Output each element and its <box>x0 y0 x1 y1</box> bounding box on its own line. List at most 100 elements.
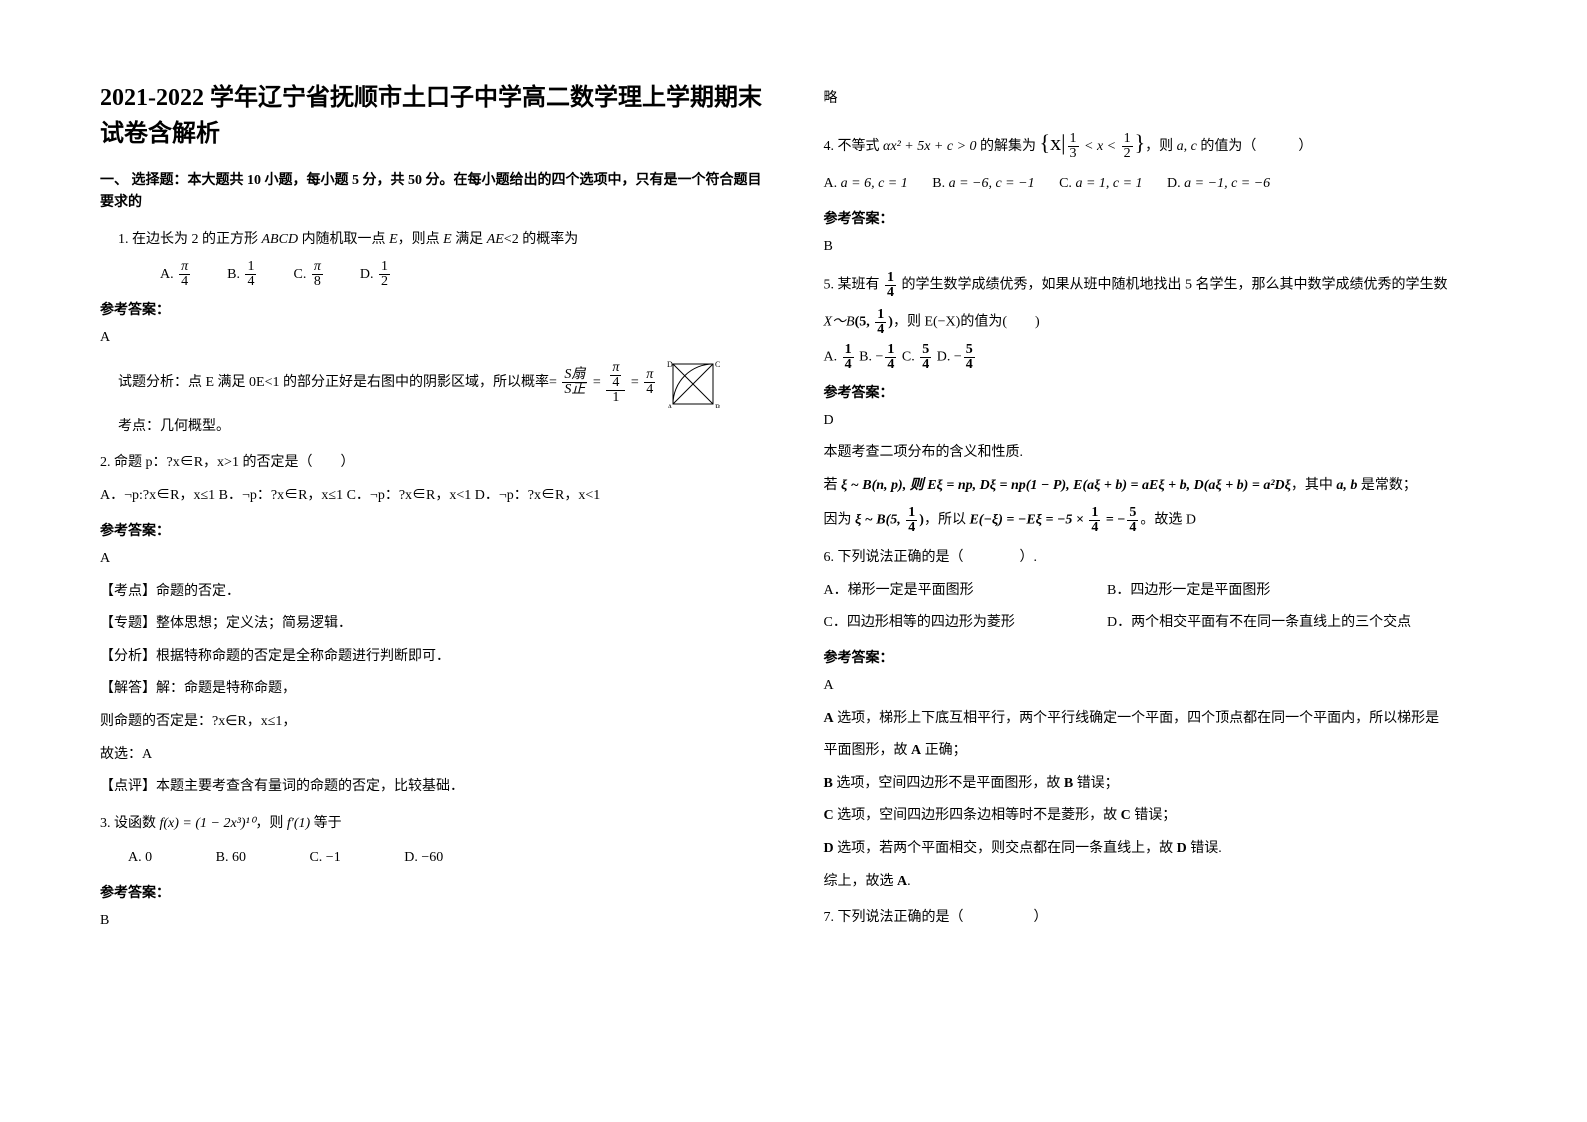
q1-optC-n: π <box>312 260 323 275</box>
q1-optA: A. π4 <box>160 267 196 282</box>
q4-optA: A. a = 6, c = 1 <box>824 176 908 191</box>
q5-l3f1: 14 <box>906 506 917 535</box>
q4-sf1n: 1 <box>1068 132 1079 147</box>
q4-sf2n: 1 <box>1122 132 1133 147</box>
q1-optB: B. 14 <box>227 267 262 282</box>
q5-ocf: 54 <box>920 343 931 372</box>
q1-an-f1: S扇S正 <box>562 368 587 397</box>
q5-t1: 5. 某班有 <box>824 278 884 293</box>
q1-e2: E <box>443 232 452 247</box>
q1-an-f3d: 4 <box>644 383 655 397</box>
page-container: 2021-2022 学年辽宁省抚顺市土口子中学高二数学理上学期期末试卷含解析 一… <box>0 0 1587 980</box>
q5-l3b: ξ ~ B(5, <box>855 512 904 527</box>
svg-text:D: D <box>667 360 673 369</box>
q6-stem: 6. 下列说法正确的是（ ）. <box>824 545 1488 570</box>
svg-text:B: B <box>715 403 720 408</box>
q6-l4b: 选项，空间四边形四条边相等时不是菱形，故 <box>834 808 1121 823</box>
q5-l2: 若 ξ ~ B(n, p), 则 Eξ = np, Dξ = np(1 − P)… <box>824 473 1488 500</box>
q1-an-f2nd: 4 <box>610 376 621 390</box>
q6-optrow2: C．四边形相等的四边形为菱形 D．两个相交平面有不在同一条直线上的三个交点 <box>824 610 1488 637</box>
q2-l4: 【解答】解：命题是特称命题， <box>100 676 764 703</box>
q6-l6a: 综上，故选 <box>824 874 898 889</box>
q4-ac: a, c <box>1177 139 1197 154</box>
q6-oa: A．梯形一定是平面图形 <box>824 578 1104 605</box>
q6-l5: D 选项，若两个平面相交，则交点都在同一条直线上，故 D 错误. <box>824 836 1488 863</box>
q1-an-f2: π4 1 <box>606 361 625 405</box>
section-1-header: 一、 选择题：本大题共 10 小题，每小题 5 分，共 50 分。在每小题给出的… <box>100 170 764 215</box>
q6-oc: C．四边形相等的四边形为菱形 <box>824 610 1104 637</box>
q1-an-f3: π4 <box>644 368 655 397</box>
q4-sf2d: 2 <box>1122 147 1133 161</box>
q4-optB: B. a = −6, c = −1 <box>932 176 1034 191</box>
q4-oa: a = 6, c = 1 <box>841 176 908 191</box>
q1-optC: C. π8 <box>293 267 328 282</box>
q6-l1b: 选项，梯形上下底互相平行，两个平行线确定一个平面，四个顶点都在同一个平面内，所以… <box>834 711 1440 726</box>
q5-l3d: ，所以 <box>924 512 970 527</box>
q5-l3e: E(−ξ) = −Eξ = −5 × <box>969 512 1087 527</box>
q4-t2: 的解集为 <box>977 139 1040 154</box>
q4-t1: 4. 不等式 <box>824 139 884 154</box>
q1-a1: 试题分析：点 E 满足 0E<1 的部分正好是右图中的阴影区域，所以概率= <box>118 375 557 390</box>
q5-l3f1n: 1 <box>906 506 917 521</box>
q3-optD: D. −60 <box>404 844 443 872</box>
q1-optD: D. 12 <box>360 267 392 282</box>
q4-sf1: 13 <box>1068 132 1079 161</box>
q5-l3f: = − <box>1102 512 1125 527</box>
q4-oc: a = 1, c = 1 <box>1075 176 1142 191</box>
q4-setr: } <box>1135 130 1146 155</box>
q1-answer-label: 参考答案： <box>100 299 764 319</box>
q5-ocn: 5 <box>920 343 931 358</box>
q1-options: A. π4 B. 14 C. π8 D. 12 <box>160 260 764 289</box>
q1-optB-frac: 14 <box>245 260 256 289</box>
q1-an-f1d: S正 <box>562 383 587 397</box>
q5-l1: 本题考查二项分布的含义和性质. <box>824 440 1488 467</box>
q1-t5: <2 的概率为 <box>504 232 578 247</box>
q6-l3: B 选项，空间四边形不是平面图形，故 B 错误； <box>824 771 1488 798</box>
q4-answer: B <box>824 234 1488 261</box>
q5-l3g: 。故选 D <box>1140 512 1196 527</box>
q6-l6: 综上，故选 A. <box>824 869 1488 896</box>
q6-l3b: 选项，空间四边形不是平面图形，故 <box>833 776 1064 791</box>
q5-l3f1d: 4 <box>906 521 917 535</box>
q1-abcd: ABCD <box>262 232 299 247</box>
q3-f1: f′(1) <box>287 816 310 831</box>
q5-l2d: a, b <box>1336 478 1357 493</box>
q4-setl: {x| <box>1040 130 1066 155</box>
q1-optD-frac: 12 <box>379 260 390 289</box>
q1-analysis-row: 试题分析：点 E 满足 0E<1 的部分正好是右图中的阴影区域，所以概率= S扇… <box>118 358 764 408</box>
q2-l2: 【专题】整体思想；定义法；简易逻辑． <box>100 611 764 638</box>
q3-optC: C. −1 <box>309 844 340 872</box>
q1-optA-frac: π4 <box>179 260 190 289</box>
q5-l3f3: 54 <box>1127 506 1138 535</box>
q5-obd: 4 <box>885 358 896 372</box>
q6-l2c: 正确； <box>921 743 967 758</box>
svg-text:C: C <box>715 360 720 369</box>
q4-expr: αx² + 5x + c > 0 <box>883 139 977 154</box>
q6-l3a: B <box>824 776 833 791</box>
q4-answer-label: 参考答案： <box>824 208 1488 228</box>
q6-answer: A <box>824 673 1488 700</box>
q5-obn: 1 <box>885 343 896 358</box>
q2-l6: 故选：A <box>100 742 764 769</box>
q5-l2c: ，其中 <box>1291 478 1337 493</box>
q6-l5b: 选项，若两个平面相交，则交点都在同一条直线上，故 <box>834 841 1177 856</box>
q4-oap: A. <box>824 176 841 191</box>
q5-f1n: 1 <box>885 271 896 286</box>
q1-an-f2d: 1 <box>606 391 625 405</box>
q3-slight: 略 <box>824 86 1488 113</box>
q1-analysis-text: 试题分析：点 E 满足 0E<1 的部分正好是右图中的阴影区域，所以概率= S扇… <box>118 361 657 405</box>
q4-obp: B. <box>932 176 948 191</box>
q1-t3: ，则点 <box>398 232 444 247</box>
q1-optD-label: D. <box>360 267 374 282</box>
q5-s2d: ，则 E(−X)的值为( ) <box>893 315 1040 330</box>
q5-f2: 14 <box>875 308 886 337</box>
q2-l7: 【点评】本题主要考查含有量词的命题的否定，比较基础． <box>100 774 764 801</box>
q6-l6c: . <box>907 874 911 889</box>
q1-optB-n: 1 <box>245 260 256 275</box>
q5-odd: 4 <box>964 358 975 372</box>
q6-l5a: D <box>824 841 834 856</box>
q5-stem: 5. 某班有 14 的学生数学成绩优秀，如果从班中随机地找出 5 名学生，那么其… <box>824 271 1488 300</box>
q3-answer: B <box>100 908 764 935</box>
q1-an-f2nn: π <box>610 361 621 376</box>
q3-options: A. 0 B. 60 C. −1 D. −60 <box>128 844 764 872</box>
